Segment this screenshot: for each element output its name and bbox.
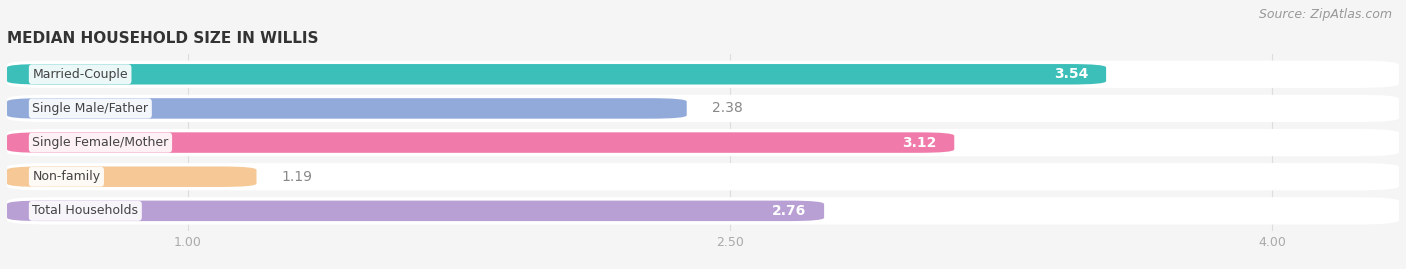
Text: Total Households: Total Households	[32, 204, 138, 217]
Text: Single Female/Mother: Single Female/Mother	[32, 136, 169, 149]
FancyBboxPatch shape	[7, 132, 955, 153]
FancyBboxPatch shape	[7, 61, 1399, 88]
Text: Single Male/Father: Single Male/Father	[32, 102, 149, 115]
FancyBboxPatch shape	[7, 163, 1399, 190]
Text: Non-family: Non-family	[32, 170, 100, 183]
FancyBboxPatch shape	[7, 201, 824, 221]
Text: Source: ZipAtlas.com: Source: ZipAtlas.com	[1258, 8, 1392, 21]
Text: Married-Couple: Married-Couple	[32, 68, 128, 81]
FancyBboxPatch shape	[7, 95, 1399, 122]
FancyBboxPatch shape	[7, 98, 686, 119]
Text: 1.19: 1.19	[281, 170, 312, 184]
FancyBboxPatch shape	[7, 197, 1399, 225]
FancyBboxPatch shape	[7, 167, 256, 187]
Text: 3.54: 3.54	[1053, 67, 1088, 81]
Text: 3.12: 3.12	[901, 136, 936, 150]
Text: MEDIAN HOUSEHOLD SIZE IN WILLIS: MEDIAN HOUSEHOLD SIZE IN WILLIS	[7, 31, 319, 46]
FancyBboxPatch shape	[7, 129, 1399, 156]
Text: 2.76: 2.76	[772, 204, 806, 218]
FancyBboxPatch shape	[7, 64, 1107, 84]
Text: 2.38: 2.38	[711, 101, 742, 115]
